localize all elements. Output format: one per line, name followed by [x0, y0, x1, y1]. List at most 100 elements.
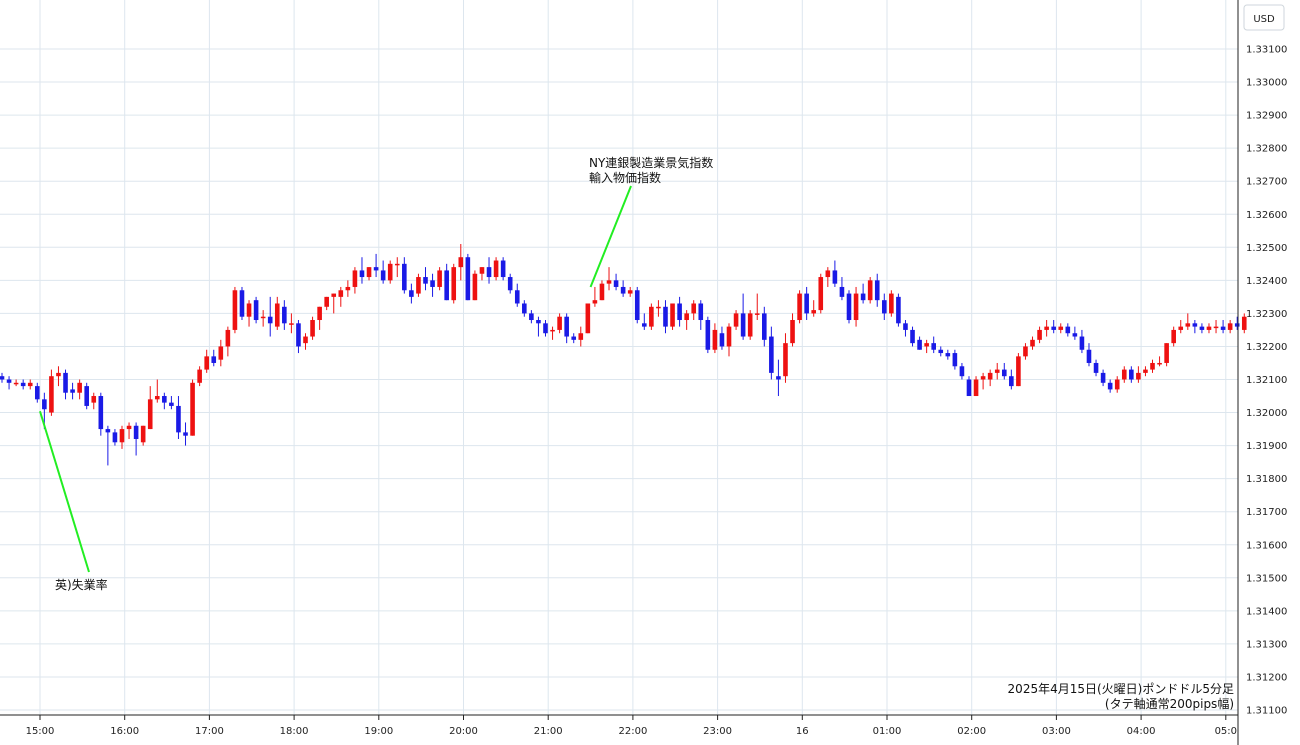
candle: [1206, 323, 1212, 334]
candle-body: [232, 290, 238, 330]
price-tick-label: 1.31900: [1246, 441, 1287, 452]
candle-body: [373, 267, 379, 271]
candle: [839, 277, 845, 301]
price-tick-label: 1.31700: [1246, 507, 1287, 518]
candle: [917, 336, 922, 350]
candle: [825, 267, 831, 287]
candle-body: [359, 270, 365, 278]
candle: [112, 429, 118, 446]
candle-body: [536, 320, 541, 324]
candle-body: [98, 396, 104, 430]
candle-body: [253, 300, 259, 321]
candle: [394, 257, 400, 278]
candle: [1213, 320, 1219, 334]
candle: [1093, 359, 1099, 377]
candle: [63, 369, 68, 400]
candle-body: [493, 260, 499, 278]
candle-body: [345, 286, 351, 291]
candle: [867, 277, 873, 304]
candle-body: [1164, 343, 1169, 363]
candle-body: [514, 290, 520, 304]
candle: [705, 316, 711, 354]
candle-body: [1213, 326, 1219, 329]
candle: [980, 372, 986, 390]
time-tick-label: 17:00: [195, 726, 224, 737]
candle-body: [825, 270, 831, 278]
time-tick-label: 20:00: [449, 726, 478, 737]
candle: [1001, 362, 1007, 380]
candle: [246, 300, 252, 327]
candle-body: [564, 316, 569, 337]
candle: [507, 273, 513, 294]
candle-body: [790, 320, 795, 344]
candle-body: [246, 303, 252, 317]
candle-body: [811, 310, 817, 314]
candle-body: [1157, 362, 1162, 365]
chart-title: 2025年4月15日(火曜日)ポンドドル5分足: [1008, 682, 1234, 696]
candle: [352, 267, 358, 294]
candle-body: [733, 313, 739, 327]
candle: [493, 257, 499, 281]
time-axis[interactable]: 15:00 16:00 17:00 18:00 19:00 20:00 21:00 22:00…: [26, 715, 1237, 737]
time-tick-label: 16:00: [110, 726, 139, 737]
candle-body: [380, 270, 386, 281]
candle: [1241, 313, 1247, 334]
candle-body: [917, 339, 922, 350]
price-tick-label: 1.32000: [1246, 408, 1287, 419]
candle-body: [479, 267, 485, 274]
candle: [684, 310, 689, 330]
candle-body: [402, 263, 407, 291]
candle: [20, 379, 26, 390]
candle-body: [889, 293, 894, 314]
candle: [296, 320, 301, 354]
candle: [1143, 366, 1148, 377]
candle: [190, 379, 195, 436]
candle-body: [1129, 369, 1134, 380]
candle: [987, 369, 993, 387]
candle-body: [938, 349, 944, 354]
candle: [1185, 313, 1191, 330]
candle-body: [726, 326, 732, 347]
candle: [959, 362, 965, 380]
price-tick-label: 1.32400: [1246, 276, 1287, 287]
candle-body: [260, 316, 266, 319]
candle: [169, 396, 174, 410]
candle-body: [1086, 349, 1092, 363]
candle-body: [931, 343, 936, 350]
candle: [359, 257, 365, 284]
time-tick-label: 02:00: [957, 726, 986, 737]
grid-lines: [0, 0, 1238, 715]
candle: [783, 333, 788, 383]
candle-body: [486, 267, 492, 278]
candle-body: [642, 323, 647, 327]
time-tick-label: 04:00: [1127, 726, 1156, 737]
candle: [409, 283, 414, 304]
candle: [613, 273, 619, 291]
candle-body: [20, 382, 26, 387]
candle: [310, 316, 315, 340]
candle-body: [677, 303, 682, 321]
candle-body: [409, 290, 414, 297]
candle-body: [6, 379, 12, 383]
candle-body: [394, 263, 400, 266]
candle: [881, 293, 887, 321]
candle: [84, 382, 89, 410]
candle: [380, 260, 386, 284]
candle-body: [1206, 326, 1212, 330]
time-tick-label: 22:00: [618, 726, 647, 737]
candle-body: [550, 329, 555, 332]
candle: [1150, 359, 1155, 373]
currency-badge[interactable]: USD: [1243, 4, 1285, 31]
candle: [458, 243, 464, 281]
currency-label: USD: [1253, 14, 1275, 25]
candle-body: [959, 366, 965, 377]
candle-body: [881, 300, 887, 314]
candle: [1178, 320, 1184, 334]
candle: [402, 257, 407, 294]
candle: [931, 336, 936, 354]
price-tick-label: 1.33100: [1246, 45, 1287, 56]
candle-body: [853, 293, 859, 321]
price-axis[interactable]: 1.31100 1.31200 1.31300 1.31400 1.31500 1.316…: [1246, 45, 1287, 717]
candle: [465, 253, 471, 301]
